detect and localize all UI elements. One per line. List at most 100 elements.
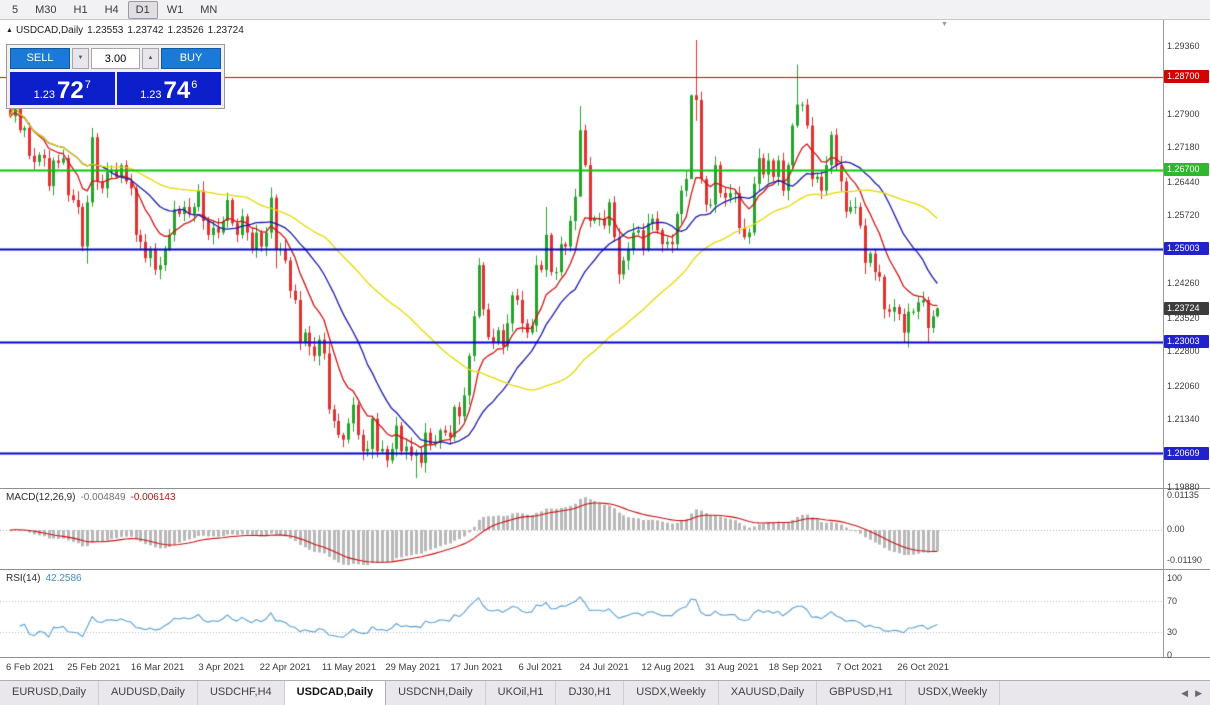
price-tick: 1.21340: [1167, 414, 1200, 425]
macd-main-value: -0.004849: [80, 492, 126, 503]
rsi-axis-tick: 100: [1167, 573, 1183, 583]
time-axis-label: 31 Aug 2021: [705, 662, 759, 673]
period-button-d1[interactable]: D1: [127, 0, 158, 19]
period-toolbar: 5 M30 H1 H4 D1 W1 MN: [0, 0, 1210, 20]
buy-button[interactable]: BUY: [161, 48, 221, 69]
period-button-mn[interactable]: MN: [200, 3, 218, 16]
time-axis-label: 6 Feb 2021: [5, 662, 55, 673]
tab-scroll-left-icon[interactable]: ◀: [1181, 687, 1189, 698]
sell-price-big: 72: [57, 77, 84, 104]
time-axis-label: 22 Apr 2021: [259, 662, 311, 673]
time-axis-label: 18 Sep 2021: [768, 662, 823, 673]
rsi-label: RSI(14) 42.2586: [6, 573, 82, 584]
volume-increment-icon[interactable]: ▲: [142, 48, 159, 69]
one-click-trading-panel: SELL ▼ ▲ BUY 1.23 72 7 1.23 74 6: [6, 44, 225, 109]
price-tick: 1.26440: [1167, 176, 1200, 187]
time-axis-label: 16 Mar 2021: [130, 662, 185, 673]
price-tick: 1.19880: [1167, 482, 1200, 493]
chart-tab-dj30-h1[interactable]: DJ30,H1: [556, 681, 625, 705]
sell-price-sup: 7: [84, 79, 91, 91]
price-badge: 1.28700: [1164, 70, 1209, 84]
volume-input[interactable]: [91, 48, 140, 69]
time-axis-label: 12 Aug 2021: [641, 662, 695, 673]
sell-price-prefix: 1.23: [33, 89, 56, 101]
chart-shift-marker[interactable]: ▼: [941, 21, 948, 28]
price-badge: 1.23724: [1164, 301, 1209, 315]
period-button-m30[interactable]: M30: [35, 3, 57, 16]
buy-price-box[interactable]: 1.23 74 6: [116, 72, 221, 105]
rsi-axis-tick: 30: [1167, 626, 1178, 637]
price-scale-divider[interactable]: [1163, 20, 1164, 657]
time-axis-label: 6 Jul 2021: [518, 662, 563, 673]
chart-tab-ukoil-h1[interactable]: UKOil,H1: [486, 681, 557, 705]
macd-indicator-canvas[interactable]: [0, 489, 1164, 569]
price-badge: 1.23003: [1164, 335, 1209, 349]
symbol-period-label: USDCAD,Daily: [15, 25, 84, 36]
price-badge: 1.26700: [1164, 163, 1209, 177]
time-axis-label: 11 May 2021: [321, 662, 377, 673]
price-tick: 1.27900: [1167, 108, 1200, 119]
chart-tab-usdcnh-daily[interactable]: USDCNH,Daily: [386, 681, 486, 705]
ohlc-high: 1.23742: [127, 25, 164, 36]
sell-price-box[interactable]: 1.23 72 7: [10, 72, 115, 105]
period-button-5[interactable]: 5: [12, 3, 19, 16]
ohlc-low: 1.23526: [167, 25, 204, 36]
time-axis-label: 3 Apr 2021: [198, 662, 245, 673]
time-axis-label: 26 Oct 2021: [897, 662, 950, 673]
chart-symbol-title: ▲ USDCAD,Daily 1.23553 1.23742 1.23526 1.2372…: [6, 25, 248, 36]
macd-axis-tick: 0.00: [1167, 524, 1185, 534]
time-axis[interactable]: 6 Feb 2021 25 Feb 2021 16 Mar 2021 3 Apr 20…: [0, 658, 1210, 680]
rsi-name: RSI(14): [6, 573, 41, 584]
price-tick: 1.23520: [1167, 312, 1200, 323]
chart-tab-usdx-weekly[interactable]: USDX,Weekly: [906, 681, 1001, 705]
time-axis-label: 24 Jul 2021: [579, 662, 629, 673]
chart-tab-eurusd-daily[interactable]: EURUSD,Daily: [0, 681, 99, 705]
volume-decrement-icon[interactable]: ▼: [72, 48, 89, 69]
macd-axis-tick: -0.01190: [1167, 555, 1202, 565]
rsi-indicator-canvas[interactable]: [0, 570, 1164, 656]
price-tick: 1.22800: [1167, 346, 1200, 357]
chart-tab-usdchf-h4[interactable]: USDCHF,H4: [198, 681, 285, 705]
macd-axis[interactable]: 0.01135 0.00 -0.01190: [1164, 489, 1210, 569]
macd-label: MACD(12,26,9) -0.004849 -0.006143: [6, 492, 176, 503]
main-macd-divider[interactable]: [0, 488, 1210, 489]
chart-tab-bar: EURUSD,Daily AUDUSD,Daily USDCHF,H4 USDCAD,…: [0, 680, 1210, 705]
ohlc-close: 1.23724: [207, 25, 244, 36]
main-price-axis[interactable]: 1.29360 1.27900 1.27180 1.26440 1.25720 1.242…: [1164, 20, 1210, 492]
period-button-h4[interactable]: H4: [104, 3, 119, 16]
ohlc-open: 1.23553: [87, 25, 124, 36]
buy-price-big: 74: [163, 77, 191, 104]
one-click-trading-toggle-icon[interactable]: ▲: [6, 27, 13, 34]
price-tick: 1.24260: [1167, 278, 1200, 289]
buy-price-sup: 6: [191, 79, 198, 91]
chart-tab-audusd-daily[interactable]: AUDUSD,Daily: [99, 681, 198, 705]
price-tick: 1.22060: [1167, 380, 1200, 391]
time-axis-label: 17 Jun 2021: [450, 662, 503, 673]
sell-button[interactable]: SELL: [10, 48, 70, 69]
time-axis-label: 7 Oct 2021: [836, 662, 883, 673]
macd-axis-tick: 0.01135: [1167, 490, 1199, 500]
time-axis-label: 25 Feb 2021: [67, 662, 121, 673]
tab-scroll-arrows: ◀ ▶: [1181, 681, 1210, 705]
period-button-h1[interactable]: H1: [73, 3, 88, 16]
chart-tab-usdcad-daily[interactable]: USDCAD,Daily: [284, 681, 387, 705]
rsi-timeaxis-divider[interactable]: [0, 657, 1210, 658]
macd-name: MACD(12,26,9): [6, 492, 76, 503]
price-tick: 1.29360: [1167, 41, 1200, 52]
chart-tab-usdx-weekly[interactable]: USDX,Weekly: [624, 681, 719, 705]
buy-price-prefix: 1.23: [140, 89, 162, 101]
rsi-value: 42.2586: [45, 573, 82, 584]
price-tick: 1.25720: [1167, 210, 1200, 221]
time-axis-label: 29 May 2021: [385, 662, 441, 673]
rsi-axis-tick: 0: [1167, 650, 1173, 660]
price-badge: 1.20609: [1164, 446, 1209, 460]
macd-rsi-divider[interactable]: [0, 569, 1210, 570]
chart-tab-xauusd-daily[interactable]: XAUUSD,Daily: [719, 681, 818, 705]
chart-tab-gbpusd-h1[interactable]: GBPUSD,H1: [817, 681, 906, 705]
rsi-axis-tick: 70: [1167, 596, 1178, 607]
tab-scroll-right-icon[interactable]: ▶: [1195, 687, 1202, 698]
price-badge: 1.25003: [1164, 242, 1209, 256]
period-button-w1[interactable]: W1: [166, 3, 184, 16]
rsi-axis[interactable]: 100 70 30 0: [1164, 570, 1210, 660]
